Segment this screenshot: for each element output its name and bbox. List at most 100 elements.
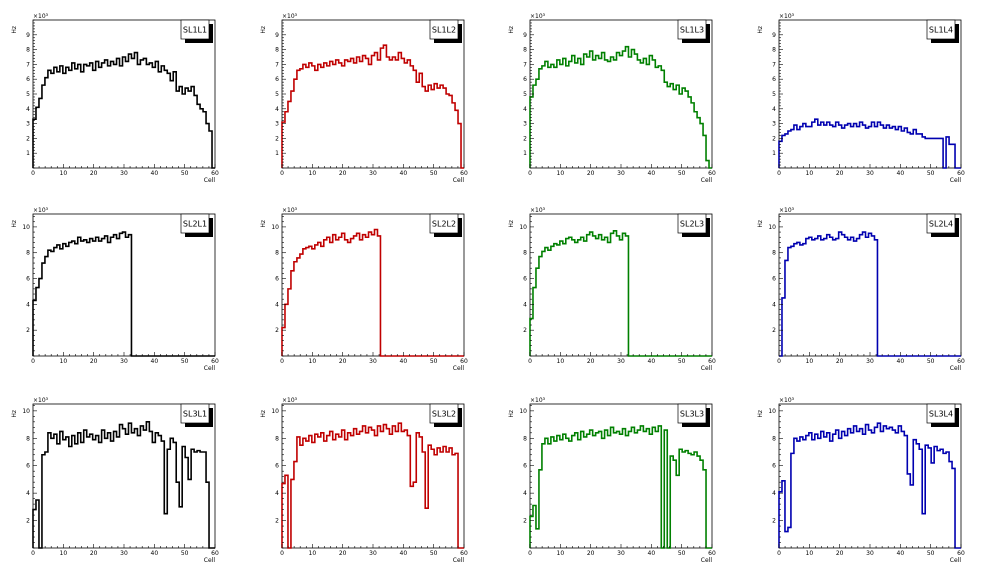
panel-1-ytick-label: 2	[275, 135, 279, 142]
panel-3-xtick-label: 60	[957, 170, 965, 177]
panel-5-exponent: ×10³	[282, 207, 298, 214]
panel-8-xtick-label: 30	[120, 550, 128, 557]
panel-4-title-box	[180, 213, 210, 234]
panel-2-xtick-label: 0	[528, 170, 532, 177]
panel-8-title: SL3L1	[183, 410, 207, 419]
panel-3-xtick-label: 30	[866, 170, 874, 177]
panel-2-title: SL1L3	[680, 26, 704, 35]
panel-3-title: SL1L4	[929, 26, 953, 35]
panel-0-ytick-label: 3	[26, 121, 30, 128]
panel-0-ytick-label: 8	[26, 47, 30, 54]
panel-3-xtick-label: 50	[927, 170, 935, 177]
panel-11-ytick-label: 8	[772, 435, 776, 442]
panel-8-series-line	[32, 421, 215, 549]
panel-10-xtick-label: 20	[587, 550, 595, 557]
panel-10-xtick-label: 10	[557, 550, 565, 557]
panel-1-xtick-label: 50	[430, 170, 438, 177]
panel-3: 0 10 20 30 40 50 60 1 2 3 4 5 6 7 8 9 ×10³ Hz Cell SL1L4	[757, 13, 965, 184]
panel-4-title: SL2L1	[183, 220, 207, 229]
panel-5: 0 10 20 30 40 50 60 2 4 6 8 10 ×10³ Hz Cell SL2L2	[260, 207, 468, 372]
panel-0-title: SL1L1	[183, 26, 207, 35]
panel-9-xtick-label: 30	[369, 550, 377, 557]
panel-7-title-box	[926, 213, 956, 234]
panel-11-xtick-label: 50	[927, 550, 935, 557]
panel-8-xtick-label: 50	[181, 550, 189, 557]
panel-0-series-line	[32, 51, 215, 169]
panel-7-ytick-label: 6	[772, 276, 776, 283]
panel-5-series-line	[281, 228, 464, 357]
panel-3-ytick-label: 5	[772, 91, 776, 98]
panel-9-xtick-label: 50	[430, 550, 438, 557]
panel-7-xtick-label: 10	[806, 358, 814, 365]
panel-1-ytick-label: 8	[275, 47, 279, 54]
panel-2-ytick-label: 2	[523, 135, 527, 142]
panel-4-xtick-label: 40	[151, 358, 159, 365]
panel-10-xtick-label: 0	[528, 550, 532, 557]
panel-0-ytick-label: 5	[26, 91, 30, 98]
panel-6-exponent: ×10³	[530, 207, 546, 214]
panel-8-ylabel: Hz	[11, 410, 18, 418]
panel-8-ytick-label: 2	[26, 518, 30, 525]
panel-6-ytick-label: 10	[519, 224, 527, 231]
panel-9-ytick-label: 10	[271, 408, 279, 415]
panel-2-xtick-label: 50	[678, 170, 686, 177]
panel-2-ytick-label: 6	[523, 76, 527, 83]
panel-7-xtick-label: 20	[836, 358, 844, 365]
panel-7-exponent: ×10³	[779, 207, 795, 214]
panel-1-xtick-label: 0	[280, 170, 284, 177]
panel-2-xtick-label: 10	[557, 170, 565, 177]
panel-8-xtick-label: 10	[60, 550, 68, 557]
panel-8-xtick-label: 0	[31, 550, 35, 557]
panel-2-ytick-label: 3	[523, 121, 527, 128]
panel-6-title-box	[677, 213, 707, 234]
panel-0-ytick-label: 4	[26, 106, 30, 113]
panel-4-ytick-label: 8	[26, 250, 30, 257]
panel-2-ytick-label: 7	[523, 61, 527, 68]
panel-3-title-box	[926, 19, 956, 40]
panel-2-ytick-label: 5	[523, 91, 527, 98]
panel-11-exponent: ×10³	[779, 397, 795, 404]
panel-3-ytick-label: 6	[772, 76, 776, 83]
panel-7-title: SL2L4	[929, 220, 953, 229]
panel-3-ytick-label: 2	[772, 135, 776, 142]
panel-5-xlabel: Cell	[453, 365, 465, 372]
panel-1-xtick-label: 30	[369, 170, 377, 177]
panel-11-ylabel: Hz	[757, 410, 764, 418]
panel-8-xtick-label: 60	[211, 550, 219, 557]
panel-6-title: SL2L3	[680, 220, 704, 229]
panel-5-ytick-label: 4	[275, 301, 279, 308]
panel-10-series-line	[529, 425, 712, 549]
panel-1-ytick-label: 6	[275, 76, 279, 83]
panel-11-ytick-label: 4	[772, 490, 776, 497]
panel-5-ytick-label: 10	[271, 224, 279, 231]
panel-9-xtick-label: 20	[339, 550, 347, 557]
panel-10-xtick-label: 40	[648, 550, 656, 557]
panel-0-ylabel: Hz	[11, 26, 18, 34]
panel-2-ytick-label: 1	[523, 150, 527, 157]
panel-9-xlabel: Cell	[453, 557, 465, 564]
panel-4-xtick-label: 60	[211, 358, 219, 365]
panel-1: 0 10 20 30 40 50 60 1 2 3 4 5 6 7 8 9 ×10³ Hz Cell SL1L2	[260, 13, 468, 184]
panel-3-xtick-label: 20	[836, 170, 844, 177]
panel-7-xtick-label: 0	[777, 358, 781, 365]
panel-10-xtick-label: 30	[617, 550, 625, 557]
panel-7-xtick-label: 60	[957, 358, 965, 365]
panel-6-ytick-label: 2	[523, 327, 527, 334]
panel-9-title: SL3L2	[432, 410, 456, 419]
panel-5-xtick-label: 10	[309, 358, 317, 365]
panel-0-title-box	[180, 19, 210, 40]
panel-4-ytick-label: 6	[26, 276, 30, 283]
panel-1-ytick-label: 1	[275, 150, 279, 157]
panel-3-xtick-label: 0	[777, 170, 781, 177]
panel-0-ytick-label: 2	[26, 135, 30, 142]
panel-0-xlabel: Cell	[204, 177, 216, 184]
panel-3-ytick-label: 8	[772, 47, 776, 54]
panel-9-series-line	[281, 422, 464, 549]
panel-11-ytick-label: 10	[768, 408, 776, 415]
panel-2-ylabel: Hz	[508, 26, 515, 34]
panel-8-ytick-label: 4	[26, 490, 30, 497]
